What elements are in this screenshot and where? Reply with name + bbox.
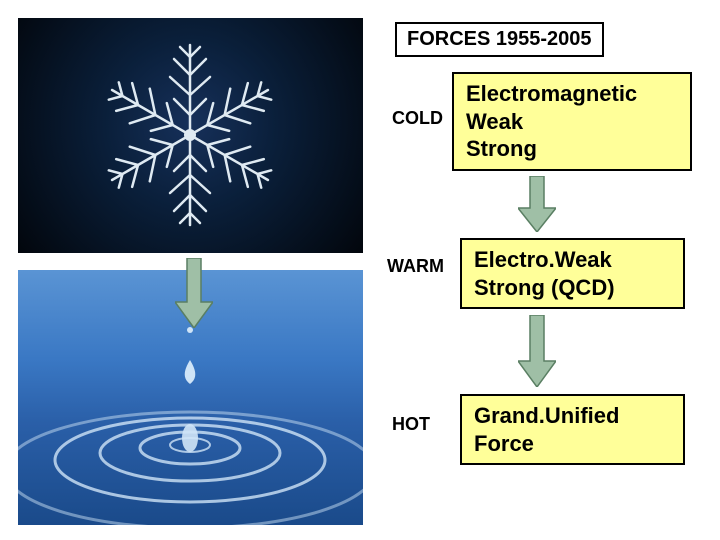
box-cold-line3: Strong bbox=[466, 135, 678, 163]
box-hot-line2: Force bbox=[474, 430, 671, 458]
box-warm: Electro.Weak Strong (QCD) bbox=[460, 238, 685, 309]
box-cold-line2: Weak bbox=[466, 108, 678, 136]
title-text: FORCES 1955-2005 bbox=[407, 28, 592, 50]
box-warm-line2: Strong (QCD) bbox=[474, 274, 671, 302]
arrow-cold-to-warm bbox=[518, 176, 556, 232]
label-hot: HOT bbox=[392, 414, 430, 435]
box-hot-line1: Grand.Unified bbox=[474, 402, 671, 430]
box-cold: Electromagnetic Weak Strong bbox=[452, 72, 692, 171]
image-snowflake bbox=[18, 18, 363, 253]
arrow-snow-to-water bbox=[175, 258, 213, 328]
label-warm: WARM bbox=[387, 256, 444, 277]
label-cold: COLD bbox=[392, 108, 443, 129]
box-hot: Grand.Unified Force bbox=[460, 394, 685, 465]
arrow-warm-to-hot bbox=[518, 315, 556, 387]
box-warm-line1: Electro.Weak bbox=[474, 246, 671, 274]
title-box: FORCES 1955-2005 bbox=[395, 22, 604, 57]
box-cold-line1: Electromagnetic bbox=[466, 80, 678, 108]
